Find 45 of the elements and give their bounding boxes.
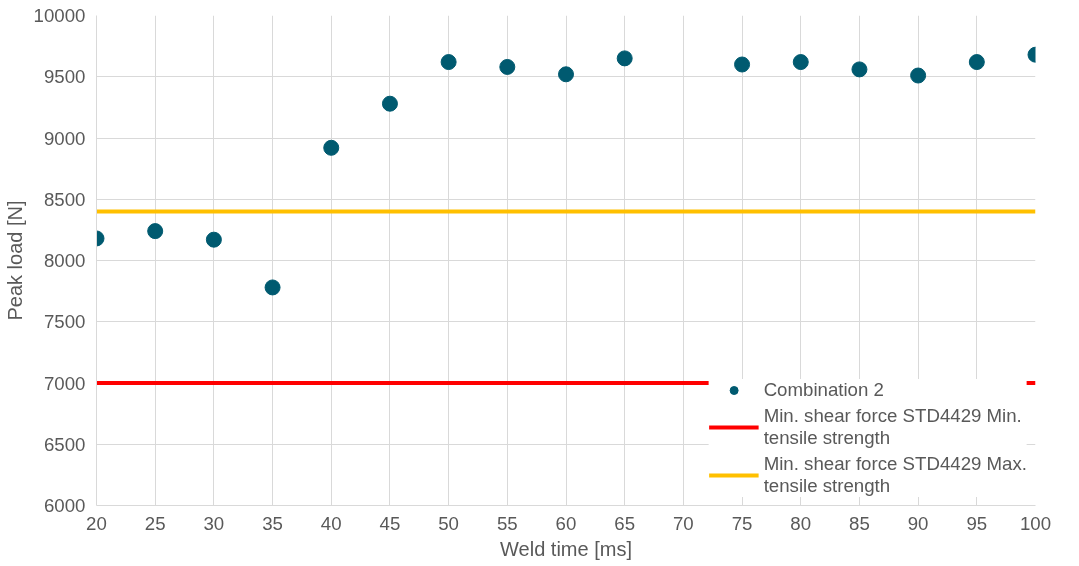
y-tick-label: 8500 xyxy=(44,188,86,210)
point xyxy=(968,54,985,71)
y-tick-label: 7500 xyxy=(44,311,86,333)
x-tick-label: 65 xyxy=(614,512,636,534)
legend-label: Combination 2 xyxy=(763,379,884,401)
x-tick-label: 35 xyxy=(262,512,283,534)
point xyxy=(792,54,809,71)
point xyxy=(734,56,751,73)
x-tick-label: 55 xyxy=(496,512,518,534)
x-tick-label: 45 xyxy=(379,512,401,534)
point xyxy=(910,67,927,84)
y-tick-label: 6500 xyxy=(44,433,86,455)
y-tick-label: 7000 xyxy=(44,372,86,394)
point xyxy=(499,58,516,75)
y-tick-label: 9000 xyxy=(44,127,86,149)
y-axis-title: Peak load [N] xyxy=(3,200,26,321)
x-tick-label: 80 xyxy=(790,512,812,534)
y-tick-label: 6000 xyxy=(44,495,86,516)
x-tick-label: 100 xyxy=(1019,512,1052,534)
point xyxy=(440,54,457,71)
x-tick-label: 70 xyxy=(673,512,694,534)
point xyxy=(147,223,164,240)
x-tick-label: 25 xyxy=(144,512,166,534)
point xyxy=(205,231,222,248)
x-tick-label: 30 xyxy=(203,512,225,534)
legend-label: Min. shear force STD4429 Min. tensile strength xyxy=(763,405,1022,449)
x-tick-label: 95 xyxy=(966,512,988,534)
x-tick-label: 50 xyxy=(438,512,460,534)
point xyxy=(558,66,574,83)
point xyxy=(323,139,340,156)
point xyxy=(851,61,868,78)
y-tick-label: 9500 xyxy=(44,66,86,88)
y-tick-label: 10000 xyxy=(33,5,86,26)
point xyxy=(264,279,281,296)
x-tick-label: 75 xyxy=(731,512,753,534)
x-tick-label: 40 xyxy=(320,512,342,534)
point xyxy=(616,50,633,67)
x-tick-label: 20 xyxy=(86,512,107,534)
point xyxy=(381,95,398,112)
y-tick-label: 8000 xyxy=(44,250,86,271)
legend-label: Min. shear force STD4429 Max. tensile strength xyxy=(763,453,1027,497)
x-tick-label: 60 xyxy=(555,512,577,534)
x-tick-label: 90 xyxy=(907,512,929,534)
x-tick-label: 85 xyxy=(849,512,870,534)
x-axis-title: Weld time [ms] xyxy=(500,537,632,560)
